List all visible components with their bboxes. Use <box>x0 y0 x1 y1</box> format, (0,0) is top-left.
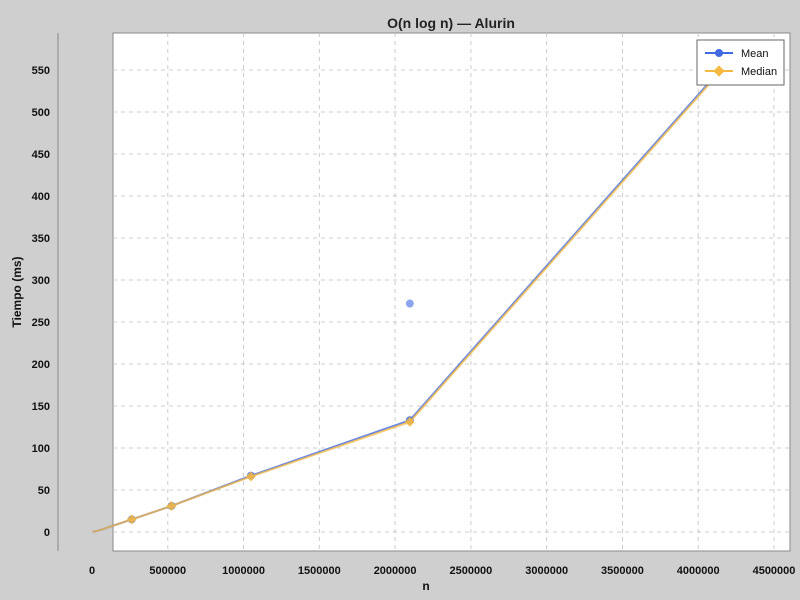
data-point-median <box>404 417 415 427</box>
y-tick-label: 300 <box>32 275 50 287</box>
y-tick-label: 250 <box>32 317 50 329</box>
y-tick-label: 450 <box>32 149 50 161</box>
y-tick-label: 200 <box>32 359 50 371</box>
y-tick-label: 400 <box>32 191 50 203</box>
legend: Mean Median <box>696 39 785 86</box>
y-axis-label: Tiempo (ms) <box>10 256 24 327</box>
x-tick-label: 4000000 <box>677 565 720 577</box>
y-tick-label: 150 <box>32 401 50 413</box>
x-tick-label: 3500000 <box>601 565 644 577</box>
y-tick-label: 500 <box>32 107 50 119</box>
grid <box>113 33 790 551</box>
y-tick-label: 550 <box>32 65 50 77</box>
legend-label-median: Median <box>741 66 777 78</box>
x-tick-label: 500000 <box>149 565 186 577</box>
y-tick-label: 350 <box>32 233 50 245</box>
legend-box <box>696 39 785 86</box>
plot-area <box>112 32 791 552</box>
y-tick-label: 100 <box>32 443 50 455</box>
x-tick-label: 1000000 <box>222 565 265 577</box>
y-tick-label: 0 <box>44 527 50 539</box>
x-tick-label: 1500000 <box>298 565 341 577</box>
series-line-median <box>92 62 729 533</box>
y-tick-label: 50 <box>38 485 50 497</box>
data-point-median <box>126 514 137 525</box>
data-point-median <box>166 501 177 511</box>
data-point-median <box>245 471 256 482</box>
annotation-point <box>405 299 414 308</box>
x-tick-label: 3000000 <box>525 565 568 577</box>
x-axis-label: n <box>422 579 429 593</box>
x-tick-label: 2500000 <box>449 565 492 577</box>
x-tick-label: 4500000 <box>753 565 796 577</box>
x-tick-labels: 0 500000 1000000 1500000 2000000 2500000 30000… <box>89 565 795 577</box>
y-tick-labels: 0 50 100 150 200 250 300 350 400 450 500 550 <box>32 65 50 539</box>
chart-title: O(n log n) — Alurin <box>387 15 515 31</box>
x-tick-label: 0 <box>89 565 95 577</box>
legend-marker-mean <box>715 49 723 57</box>
legend-label-mean: Mean <box>741 48 769 60</box>
x-tick-label: 2000000 <box>374 565 417 577</box>
